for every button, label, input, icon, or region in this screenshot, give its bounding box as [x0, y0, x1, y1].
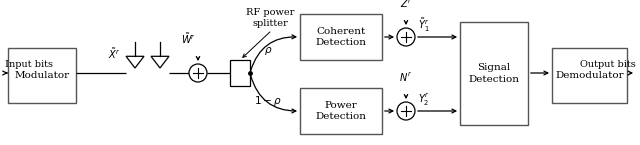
Bar	[230, 60, 250, 86]
Bar	[8, 48, 76, 103]
Text: $\rho$: $\rho$	[264, 45, 273, 57]
Bar	[300, 14, 382, 60]
Bar	[300, 88, 382, 134]
Text: $1-\rho$: $1-\rho$	[254, 94, 282, 108]
Text: $\tilde{Y}_1^r$: $\tilde{Y}_1^r$	[418, 16, 429, 34]
Text: $Y_2^r$: $Y_2^r$	[418, 92, 430, 108]
Text: Signal
Detection: Signal Detection	[468, 63, 520, 84]
Circle shape	[189, 64, 207, 82]
Text: $N^r$: $N^r$	[399, 71, 413, 84]
Bar	[552, 48, 627, 103]
Text: RF power
splitter: RF power splitter	[246, 8, 294, 28]
Text: Coherent
Detection: Coherent Detection	[316, 27, 367, 47]
Text: $\tilde{X}^r$: $\tilde{X}^r$	[108, 46, 120, 61]
Text: Modulator: Modulator	[15, 71, 70, 80]
Text: $\tilde{Z}^r$: $\tilde{Z}^r$	[400, 0, 412, 10]
Text: Input bits: Input bits	[5, 60, 53, 69]
Bar	[460, 22, 528, 125]
Text: $\tilde{W}^r$: $\tilde{W}^r$	[181, 31, 196, 46]
Circle shape	[397, 102, 415, 120]
Circle shape	[397, 28, 415, 46]
Text: Demodulator: Demodulator	[555, 71, 624, 80]
Text: Output bits: Output bits	[580, 60, 636, 69]
Text: Power
Detection: Power Detection	[316, 101, 367, 121]
